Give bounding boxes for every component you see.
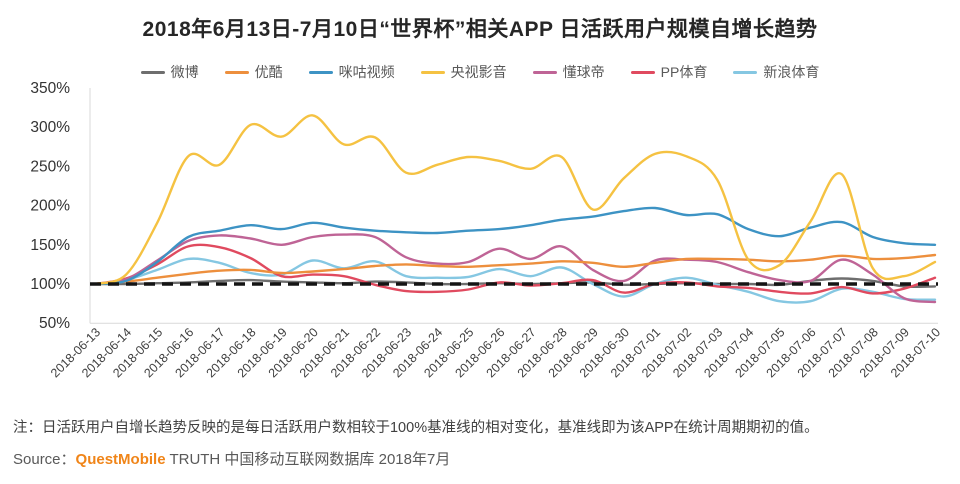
legend-label: PP体育 [660,64,708,80]
legend-item-央视影音[interactable]: 央视影音 [420,62,507,82]
legend-item-优酷[interactable]: 优酷 [224,62,283,82]
y-tick-label: 200% [30,198,70,215]
y-tick-label: 50% [39,315,70,332]
legend-label: 新浪体育 [763,64,820,80]
y-tick-label: 350% [30,80,70,97]
page-title: 2018年6月13日-7月10日“世界杯”相关APP 日活跃用户规模自增长趋势 [142,18,818,41]
legend-label: 微博 [170,64,199,80]
series-line-咪咕视频 [93,206,937,286]
legend-item-微博[interactable]: 微博 [140,62,199,82]
legend-swatch [224,70,249,74]
legend-label: 优酷 [254,64,283,80]
legend-label: 懂球帝 [562,64,605,80]
legend-swatch [308,70,333,74]
y-tick-label: 150% [30,237,70,254]
series-line-新浪体育 [93,257,937,304]
y-tick-label: 250% [30,158,70,175]
source-brand: QuestMobile [75,451,166,468]
series-line-央视影音 [93,114,937,286]
source-rest: TRUTH 中国移动互联网数据库 2018年7月 [165,451,451,468]
legend-item-新浪体育[interactable]: 新浪体育 [733,62,819,82]
legend-swatch [630,70,655,74]
series-line-懂球帝 [93,233,937,304]
footnote: 注：日活跃用户自增长趋势反映的是每日活跃用户数相较于100%基准线的相对变化，基… [13,420,819,436]
legend-swatch [420,70,445,74]
legend-swatch [532,70,557,74]
source-prefix: Source： [13,451,76,468]
legend-item-咪咕视频[interactable]: 咪咕视频 [308,62,395,82]
legend-item-PP体育[interactable]: PP体育 [630,62,708,82]
series-line-优酷 [93,253,937,286]
legend-label: 央视影音 [450,64,507,80]
chart-legend: 微博 优酷 咪咕视频 央视影音 懂球帝 PP体育 新浪体育 [0,62,960,82]
source-line: Source：QuestMobile TRUTH 中国移动互联网数据库 2018… [13,448,953,469]
y-tick-label: 300% [30,119,70,136]
legend-swatch [140,70,165,74]
legend-item-懂球帝[interactable]: 懂球帝 [532,62,605,82]
series-line-PP体育 [93,243,937,295]
legend-label: 咪咕视频 [338,64,395,80]
legend-swatch [733,70,758,74]
y-tick-label: 100% [30,276,70,293]
